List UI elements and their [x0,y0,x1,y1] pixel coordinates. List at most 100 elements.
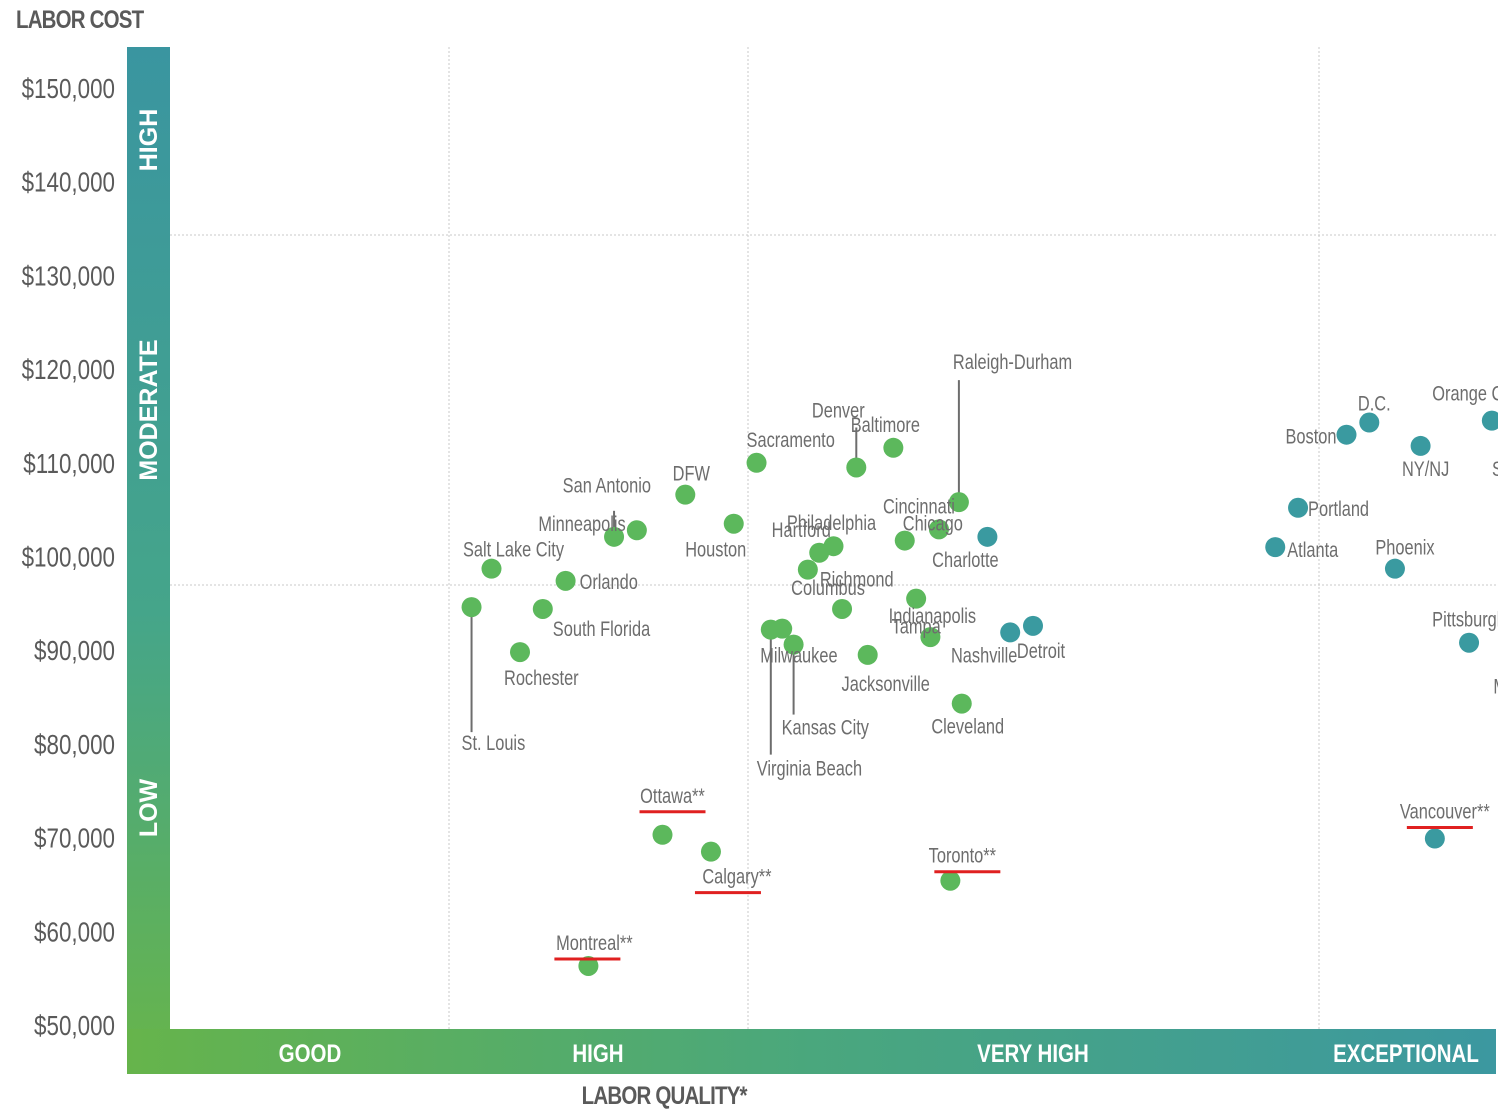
x-category-high: HIGH [572,1039,623,1067]
y-tick-label: $70,000 [34,823,115,854]
point-cincinnati [928,519,949,540]
label-nashville: Nashville [951,643,1017,666]
x-category-very-high: VERY HIGH [977,1039,1089,1067]
label-ottawa: Ottawa** [640,784,705,807]
point-raleigh-durham [948,492,969,513]
label-chicago: Chicago [903,512,963,535]
y-tick-label: $80,000 [34,730,115,761]
point-atlanta [1265,537,1286,558]
label-madison: Madison [1493,674,1498,697]
label-cincinnati: Cincinnati [883,494,955,517]
point-d-c [1359,412,1380,433]
label-rochester: Rochester [504,666,579,689]
label-milwaukee: Milwaukee [760,644,837,667]
y-axis-title: LABOR COST [16,6,144,34]
label-raleigh-durham: Raleigh-Durham [953,350,1072,373]
point-houston [723,513,744,534]
label-portland: Portland [1308,497,1369,520]
label-st-louis: St. Louis [462,731,526,754]
label-minneapolis: Minneapolis [538,512,625,535]
point-chicago [894,530,915,551]
x-category-exceptional: EXCEPTIONAL [1333,1039,1479,1067]
label-detroit: Detroit [1017,639,1066,662]
label-san-antonio: San Antonio [563,473,651,496]
label-calgary: Calgary** [702,865,772,888]
x-category-good: GOOD [279,1039,342,1067]
point-portland [1288,497,1309,518]
label-richmond: Richmond [820,568,894,591]
y-tick-label: $140,000 [22,167,115,198]
label-ny-nj: NY/NJ [1402,457,1449,480]
point-ottawa [652,824,673,845]
grid [170,47,1496,1029]
label-salt-lake-city: Salt Lake City [463,538,565,561]
point-jacksonville [857,644,878,665]
label-phoenix: Phoenix [1375,536,1435,559]
point-columbus [832,598,853,619]
point-st-louis [461,597,482,618]
point-hartford [809,542,830,563]
label-vancouver: Vancouver** [1400,800,1490,823]
y-tick-label: $50,000 [34,1011,115,1042]
x-category-bar [127,1029,1496,1074]
point-charlotte [977,526,998,547]
point-ny-nj [1410,435,1431,456]
point-dfw [675,484,696,505]
point-boston [1336,424,1357,445]
point-orange-county [1481,410,1498,431]
point-rochester [510,642,530,663]
y-category-low: LOW [135,778,163,837]
point-kansas-city [783,634,804,655]
point-cleveland [951,693,972,714]
label-houston: Houston [685,538,746,561]
point-richmond [797,559,818,580]
y-category-bar [127,47,170,1074]
point-san-antonio [626,520,647,541]
point-indianapolis [920,627,941,648]
x-axis-title: LABOR QUALITY* [581,1082,748,1110]
point-baltimore [883,437,904,458]
y-tick-label: $60,000 [34,917,115,948]
label-baltimore: Baltimore [851,413,920,436]
label-denver: Denver [812,399,865,422]
point-montreal [578,955,599,976]
label-philadelphia: Philadelphia [787,511,877,534]
label-indianapolis: Indianapolis [889,604,976,627]
label-virginia-beach: Virginia Beach [757,757,862,780]
point-phoenix [1384,558,1405,579]
label-pittsburgh: Pittsburgh [1432,608,1498,631]
label-kansas-city: Kansas City [782,716,870,739]
y-tick-label: $120,000 [22,355,115,386]
point-toronto [940,870,961,891]
y-category-moderate: MODERATE [135,339,163,480]
label-dfw: DFW [673,462,710,485]
label-jacksonville: Jacksonville [842,672,930,695]
y-category-high: HIGH [135,109,163,172]
label-south-florida: South Florida [553,617,651,640]
label-boston: Boston [1286,425,1337,448]
label-cleveland: Cleveland [931,715,1004,738]
y-tick-label: $110,000 [23,449,115,480]
label-san-diego: San Diego [1492,457,1498,480]
y-tick-label: $90,000 [34,636,115,667]
point-pittsburgh [1459,632,1480,653]
point-tampa [906,588,927,609]
y-tick-label: $100,000 [22,542,115,573]
label-d-c: D.C. [1358,392,1391,415]
label-montreal: Montreal** [556,931,633,954]
label-orange-county: Orange County [1432,382,1498,405]
label-orlando: Orlando [580,570,638,593]
label-toronto: Toronto** [929,844,997,867]
label-sacramento: Sacramento [747,428,835,451]
point-vancouver [1424,828,1445,849]
label-tampa: Tampa [892,615,942,638]
point-detroit [1023,615,1043,636]
y-tick-label: $130,000 [22,261,115,292]
axis-bars [127,47,1496,1074]
point-calgary [700,841,721,862]
label-atlanta: Atlanta [1287,538,1338,561]
point-virginia-beach [760,619,781,640]
label-columbus: Columbus [791,576,865,599]
label-hartford: Hartford [772,518,831,541]
